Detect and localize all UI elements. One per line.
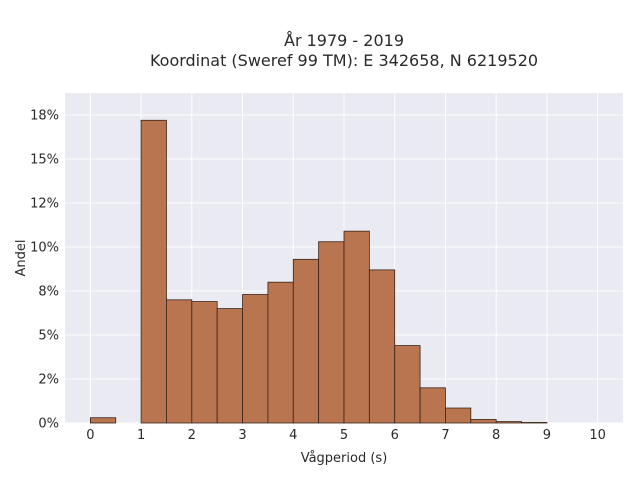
y-tick-label-2: 5% bbox=[38, 329, 59, 344]
bar-13 bbox=[419, 387, 446, 424]
y-axis-label: Andel bbox=[14, 240, 29, 277]
bar-10 bbox=[343, 230, 370, 424]
x-tick-label-0: 0 bbox=[86, 428, 94, 443]
histogram-bars bbox=[89, 119, 548, 424]
y-tick-label-6: 15% bbox=[30, 153, 59, 168]
x-tick-label-2: 2 bbox=[188, 428, 196, 443]
y-tick-label-0: 0% bbox=[38, 417, 59, 432]
y-tick-label-3: 8% bbox=[38, 285, 59, 300]
x-axis-ticks: 0 1 2 3 4 5 6 7 8 9 10 bbox=[86, 428, 606, 443]
bar-9 bbox=[318, 241, 345, 424]
bar-6 bbox=[242, 294, 269, 424]
bar-5 bbox=[216, 308, 243, 424]
y-tick-label-4: 10% bbox=[30, 241, 59, 256]
bar-14 bbox=[445, 407, 472, 424]
y-tick-label-1: 2% bbox=[38, 373, 59, 388]
x-tick-label-6: 6 bbox=[391, 428, 399, 443]
y-tick-label-7: 18% bbox=[30, 109, 59, 124]
bar-12 bbox=[394, 345, 421, 424]
bar-11 bbox=[368, 269, 396, 424]
chart-title-line-2: Koordinat (Sweref 99 TM): E 342658, N 62… bbox=[150, 51, 538, 70]
x-tick-label-9: 9 bbox=[543, 428, 551, 443]
bar-3 bbox=[166, 299, 193, 424]
bar-0 bbox=[89, 417, 117, 424]
bar-16 bbox=[495, 421, 522, 424]
chart-title-line-1: År 1979 - 2019 bbox=[284, 31, 404, 50]
bar-4 bbox=[191, 301, 218, 424]
bar-15 bbox=[470, 419, 497, 424]
x-tick-label-8: 8 bbox=[492, 428, 500, 443]
x-tick-label-3: 3 bbox=[238, 428, 246, 443]
x-tick-label-10: 10 bbox=[589, 428, 606, 443]
y-tick-label-5: 12% bbox=[30, 197, 59, 212]
y-axis-ticks: 0% 2% 5% 8% 10% 12% 15% 18% bbox=[30, 109, 59, 432]
bar-8 bbox=[292, 258, 320, 424]
bar-2 bbox=[140, 119, 167, 424]
bar-17 bbox=[521, 422, 548, 424]
bar-7 bbox=[267, 281, 294, 424]
x-tick-label-1: 1 bbox=[137, 428, 145, 443]
x-tick-label-7: 7 bbox=[441, 428, 449, 443]
x-axis-label: Vågperiod (s) bbox=[301, 451, 388, 466]
x-tick-label-4: 4 bbox=[289, 428, 297, 443]
x-tick-label-5: 5 bbox=[340, 428, 348, 443]
